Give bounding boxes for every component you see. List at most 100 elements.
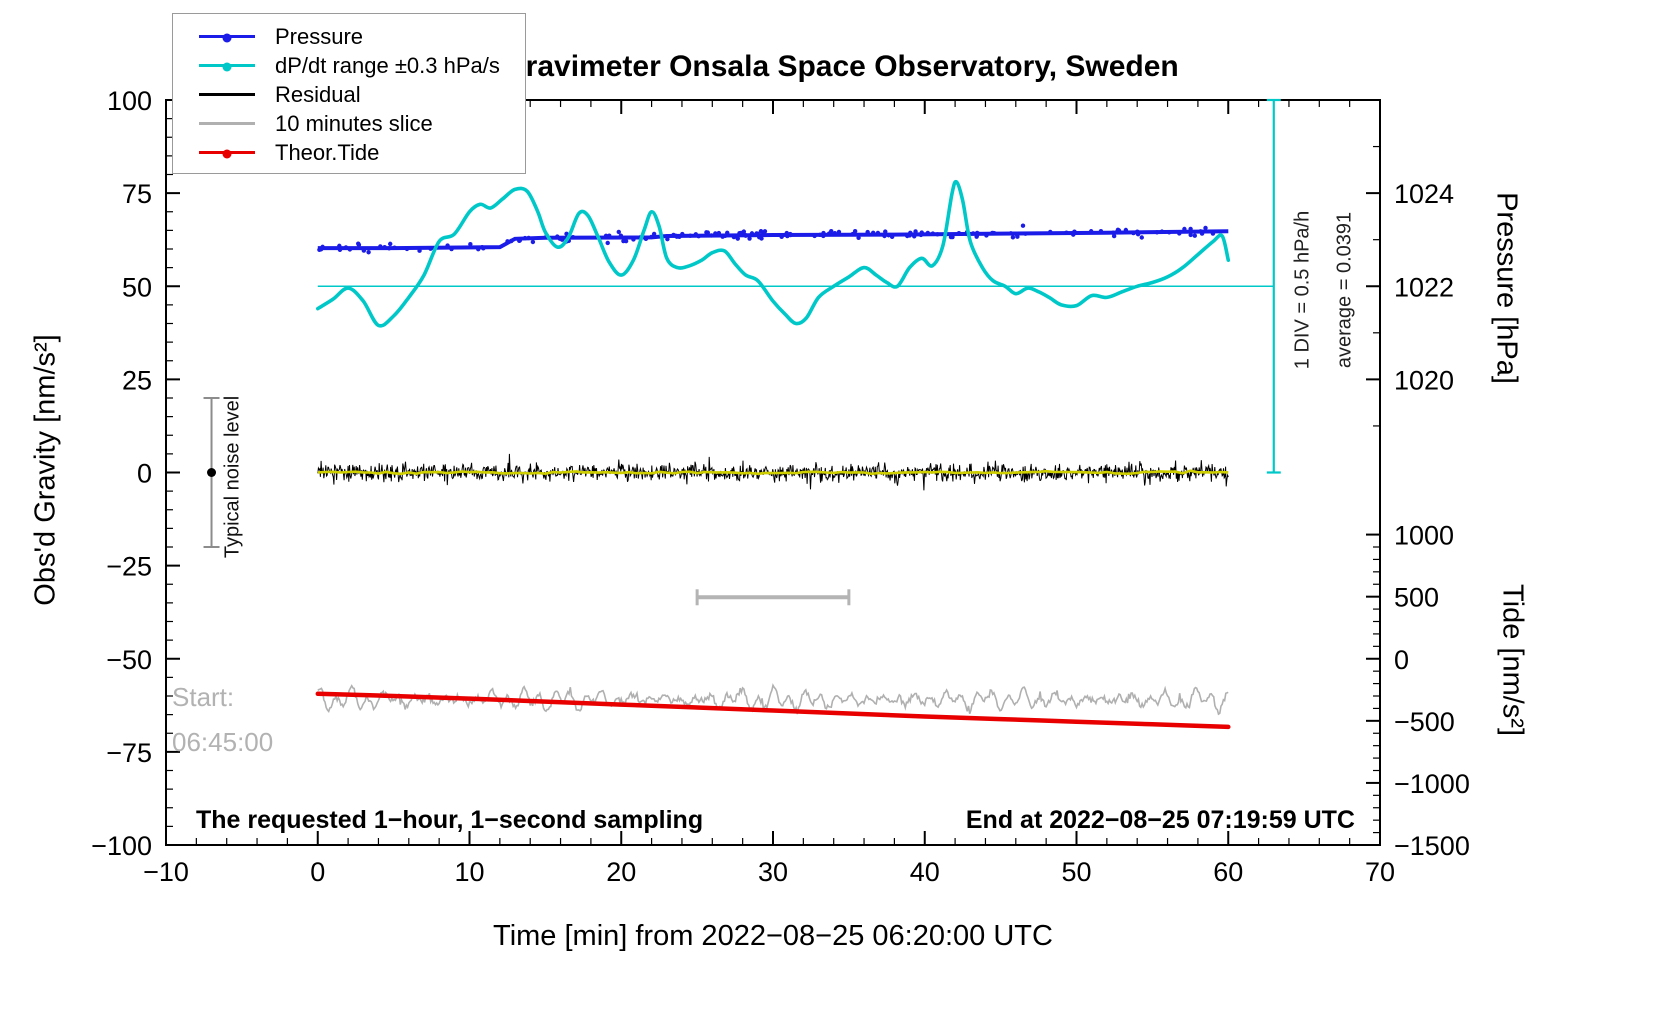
x-tick-label: 40 bbox=[910, 857, 940, 887]
pressure-tick-label: 1020 bbox=[1394, 365, 1454, 395]
div-scale-annotation: 1 DIV = 0.5 hPa/h bbox=[1291, 210, 1314, 370]
pressure-dot bbox=[709, 233, 714, 238]
pressure-dot bbox=[882, 233, 887, 239]
pressure-dot bbox=[1177, 231, 1182, 236]
pressure-dot bbox=[889, 234, 895, 240]
pressure-dot bbox=[674, 234, 680, 239]
pressure-dot bbox=[742, 232, 748, 238]
x-axis-label-time: Time [min] from 2022−08−25 06:20:00 UTC bbox=[493, 920, 1053, 952]
pressure-dot bbox=[826, 231, 832, 236]
y-tick-label: 0 bbox=[137, 459, 152, 489]
pressure-dot bbox=[445, 243, 450, 248]
pressure-dot bbox=[821, 230, 826, 236]
pressure-dot bbox=[651, 231, 657, 237]
pressure-dot bbox=[1131, 230, 1136, 236]
pressure-dot bbox=[522, 235, 528, 241]
legend-item: 10 minutes slice bbox=[173, 109, 525, 138]
y-tick-label: 100 bbox=[107, 86, 152, 116]
x-tick-label: 10 bbox=[454, 857, 484, 887]
pressure-dot bbox=[716, 230, 722, 236]
y-tick-label: 75 bbox=[122, 179, 152, 209]
pressure-dot bbox=[1015, 234, 1020, 239]
pressure-dot bbox=[865, 229, 870, 235]
pressure-dot bbox=[870, 230, 876, 235]
pressure-dot bbox=[318, 247, 324, 252]
pressure-dot bbox=[386, 246, 392, 251]
pressure-dot bbox=[817, 232, 823, 238]
pressure-dot bbox=[356, 242, 362, 248]
y-tick-label: −50 bbox=[106, 645, 152, 675]
pressure-dot bbox=[753, 232, 759, 237]
pressure-dot bbox=[784, 230, 789, 236]
pressure-dot bbox=[948, 234, 954, 240]
y-tick-label: −100 bbox=[91, 831, 152, 861]
pressure-dot bbox=[749, 231, 755, 236]
pressure-dot bbox=[1008, 231, 1014, 236]
pressure-dot bbox=[505, 239, 510, 244]
pressure-dot bbox=[1020, 223, 1026, 228]
legend-sample-dot bbox=[222, 33, 232, 43]
pressure-dot bbox=[992, 231, 997, 236]
pressure-dot bbox=[713, 231, 718, 236]
pressure-dot bbox=[974, 230, 980, 236]
pressure-dot bbox=[832, 230, 838, 236]
pressure-dot bbox=[759, 236, 764, 241]
y-axis-label-tide: Tide [nm/s²] bbox=[1496, 583, 1529, 737]
pressure-dot bbox=[913, 229, 918, 234]
tide-tick-label: −1500 bbox=[1394, 831, 1470, 861]
pressure-dot bbox=[382, 244, 387, 250]
x-tick-label: 0 bbox=[310, 857, 325, 887]
start-label: Start: bbox=[172, 682, 235, 712]
pressure-dot bbox=[347, 247, 353, 252]
pressure-dot bbox=[1182, 226, 1187, 232]
legend-item-label: dP/dt range ±0.3 hPa/s bbox=[275, 52, 500, 78]
pressure-dot bbox=[908, 230, 913, 235]
pressure-dot bbox=[935, 232, 940, 237]
legend-item: Residual bbox=[173, 80, 525, 109]
pressure-dot bbox=[481, 246, 486, 251]
pressure-dot bbox=[930, 231, 936, 236]
pressure-dot bbox=[1023, 231, 1028, 236]
y-tick-label: −25 bbox=[106, 552, 152, 582]
pressure-dot bbox=[883, 229, 888, 234]
pressure-dot bbox=[428, 246, 433, 251]
noise-level-dot bbox=[207, 468, 217, 477]
legend-sample-line bbox=[199, 122, 255, 125]
pressure-dot bbox=[875, 230, 881, 236]
tide-tick-label: 1000 bbox=[1394, 521, 1454, 551]
pressure-dot bbox=[530, 239, 536, 245]
pressure-dot bbox=[1111, 230, 1116, 235]
pressure-dot bbox=[1159, 229, 1165, 234]
pressure-dot bbox=[680, 231, 685, 237]
legend-item-label: 10 minutes slice bbox=[275, 110, 433, 136]
pressure-dot bbox=[1123, 227, 1129, 233]
pressure-dot bbox=[603, 233, 609, 238]
slice-series bbox=[317, 683, 1229, 716]
legend-sample-line bbox=[199, 33, 255, 43]
pressure-dot bbox=[1188, 226, 1193, 232]
pressure-dot bbox=[1154, 230, 1160, 235]
legend-sample-line bbox=[199, 149, 255, 159]
pressure-dot bbox=[925, 230, 931, 236]
tide-tick-label: −500 bbox=[1394, 707, 1455, 737]
legend-item-label: Residual bbox=[275, 81, 361, 107]
pressure-dot bbox=[731, 234, 737, 240]
legend-sample-line bbox=[199, 62, 255, 72]
pressure-dot bbox=[665, 236, 670, 242]
x-tick-label: 50 bbox=[1061, 857, 1091, 887]
theor-tide-series bbox=[315, 691, 1231, 730]
pressure-dot bbox=[1064, 230, 1069, 235]
pressure-dot bbox=[812, 233, 817, 239]
pressure-dot bbox=[605, 240, 610, 246]
noise-level-annotation: Typical noise level bbox=[221, 395, 244, 559]
pressure-dot bbox=[618, 233, 624, 238]
sampling-note: The requested 1−hour, 1−second sampling bbox=[196, 806, 704, 834]
pressure-dot bbox=[788, 232, 793, 237]
pressure-dot bbox=[526, 235, 531, 241]
pressure-dot bbox=[1188, 232, 1193, 238]
pressure-dot bbox=[1192, 233, 1197, 238]
y-tick-label: 50 bbox=[122, 272, 152, 302]
pressure-dot bbox=[971, 231, 976, 236]
residual-smooth-series bbox=[317, 469, 1229, 476]
